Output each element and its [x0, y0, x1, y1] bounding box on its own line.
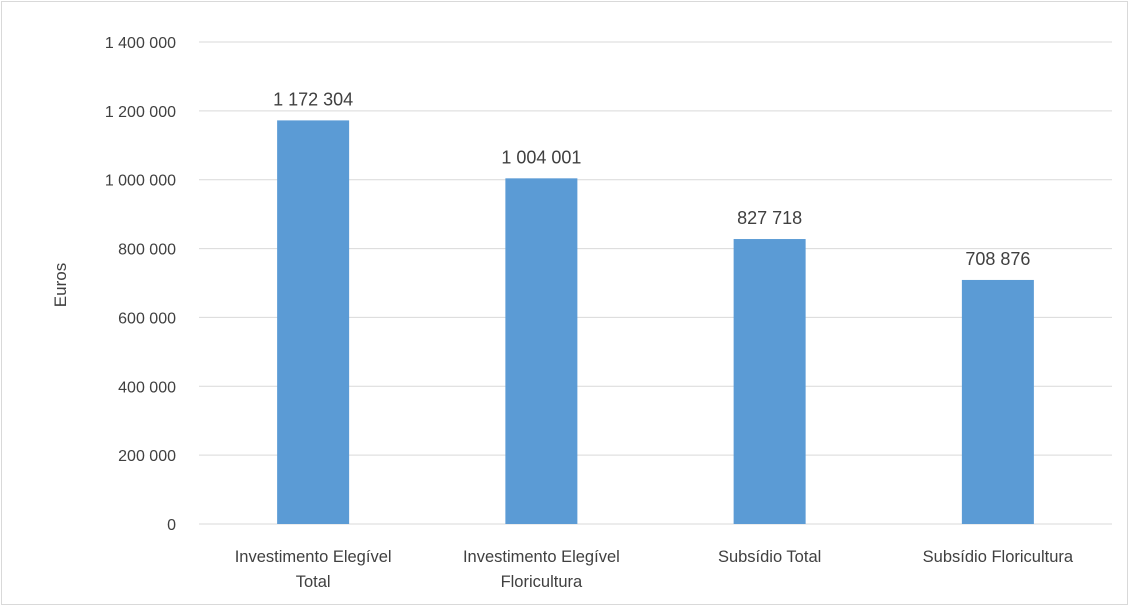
- y-tick-label: 1 400 000: [105, 35, 176, 52]
- data-labels: 1 172 304 1 004 001 827 718 708 876: [273, 89, 1030, 269]
- y-tick-label: 200 000: [118, 448, 176, 465]
- data-label: 1 004 001: [501, 147, 581, 167]
- gridlines: [199, 41, 1112, 525]
- x-category-label: Subsídio Total: [718, 548, 821, 566]
- data-label: 827 718: [737, 208, 802, 228]
- bar: [505, 178, 578, 524]
- x-category-label: Investimento Elegível: [235, 548, 392, 566]
- y-tick-label: 0: [167, 517, 176, 534]
- data-label: 708 876: [965, 249, 1030, 269]
- x-category-label: Total: [296, 573, 331, 591]
- x-axis-categories: Investimento Elegível Total Investimento E…: [235, 548, 1074, 591]
- y-tick-label: 1 000 000: [105, 173, 176, 190]
- bar: [961, 279, 1034, 524]
- x-category-label: Floricultura: [501, 573, 583, 591]
- bar: [733, 239, 806, 525]
- bar: [277, 120, 350, 524]
- bars: [277, 120, 1034, 525]
- x-category-label: Subsídio Floricultura: [923, 548, 1074, 566]
- y-axis-title: Euros: [51, 263, 70, 307]
- y-tick-label: 600 000: [118, 310, 176, 327]
- y-tick-label: 800 000: [118, 242, 176, 259]
- data-label: 1 172 304: [273, 89, 353, 109]
- y-axis-ticks: 0 200 000 400 000 600 000 800 000 1 000 000 1 …: [105, 35, 176, 534]
- y-tick-label: 400 000: [118, 379, 176, 396]
- y-tick-label: 1 200 000: [105, 104, 176, 121]
- x-category-label: Investimento Elegível: [463, 548, 620, 566]
